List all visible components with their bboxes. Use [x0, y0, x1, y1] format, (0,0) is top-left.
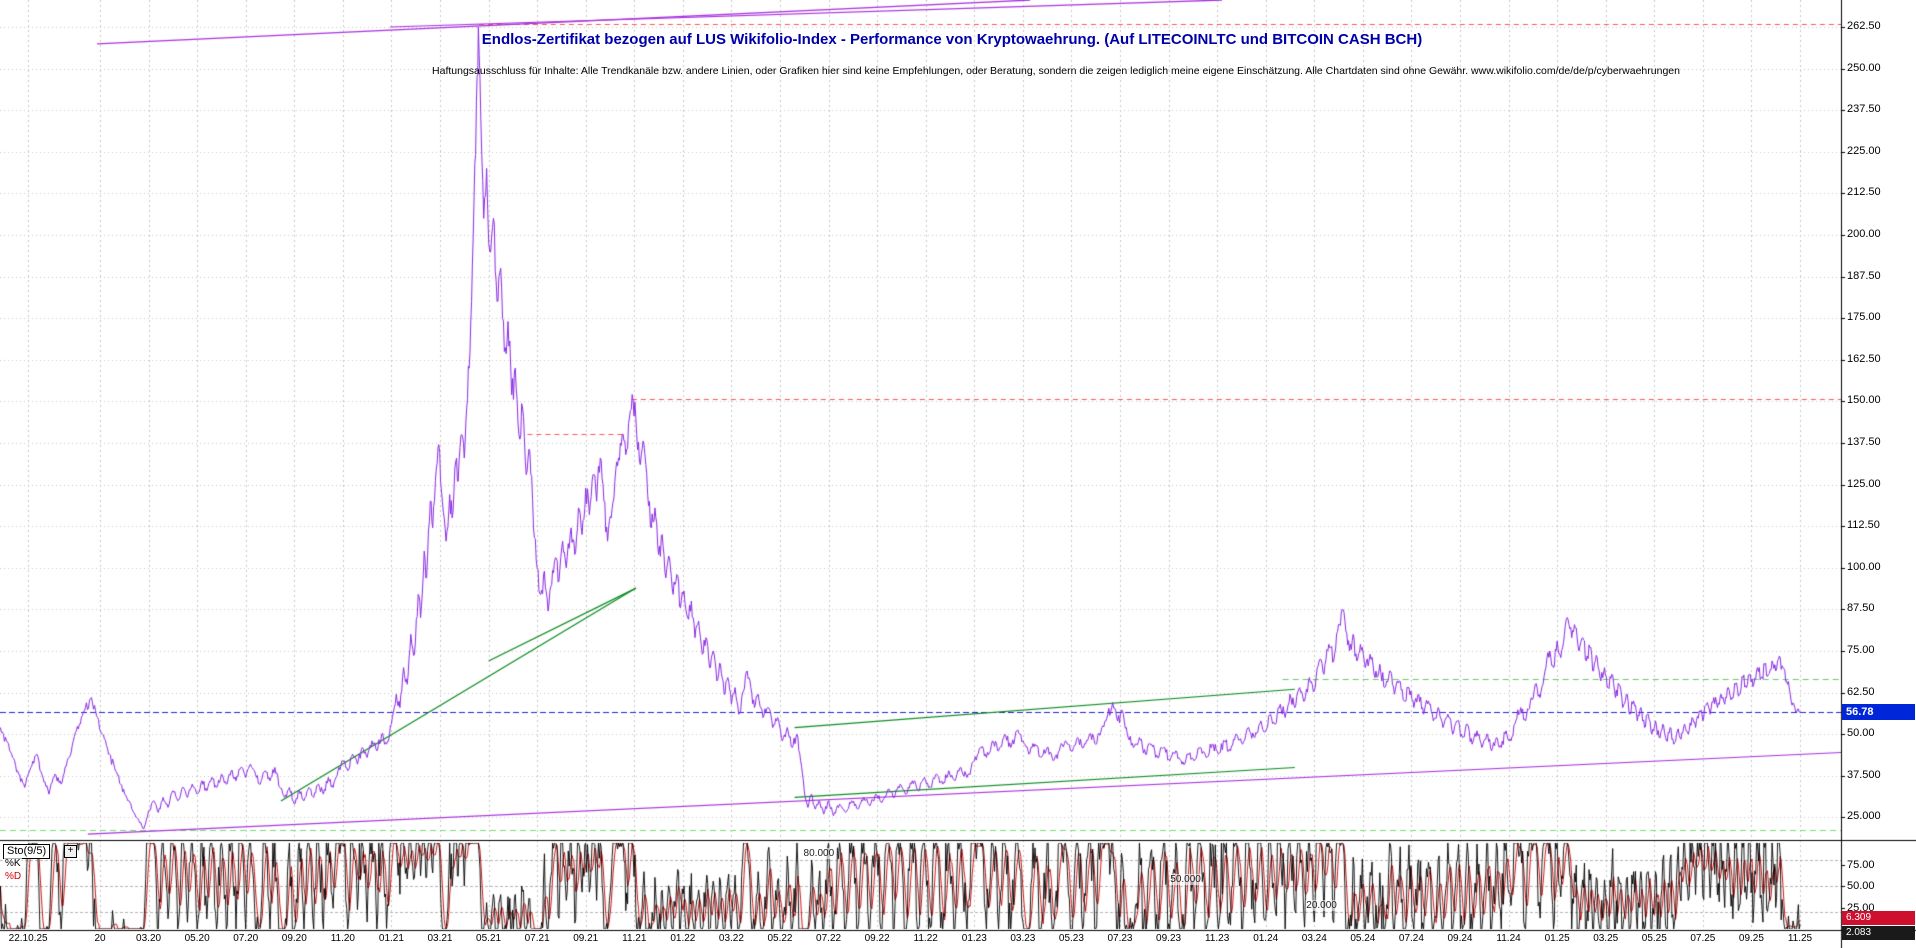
stochastic-d-label: %D [4, 871, 23, 882]
time-axis-label: 20 [94, 933, 106, 944]
time-axis-label: 05.25 [1641, 933, 1667, 944]
price-axis-tick: 25.000 [1847, 810, 1881, 823]
price-axis-tick: 175.00 [1847, 311, 1881, 324]
price-axis-tick: 225.00 [1847, 144, 1881, 157]
time-axis-label: 11.22 [913, 933, 938, 944]
last-price-badge: 56.78 [1842, 703, 1915, 720]
time-axis-label: 03.24 [1301, 933, 1327, 944]
time-axis-label: 03.25 [1593, 933, 1619, 944]
time-axis-label: 07.20 [233, 933, 259, 944]
price-axis-tick: 237.50 [1847, 103, 1881, 116]
time-axis-label: 03.22 [718, 933, 744, 944]
price-axis-tick: 112.50 [1847, 519, 1880, 532]
price-axis-tick: 150.00 [1847, 394, 1881, 407]
time-axis-label: 07.22 [816, 933, 842, 944]
time-axis-label: 11.20 [330, 933, 355, 944]
time-axis-label: 11.25 [1787, 933, 1813, 944]
time-axis-label: 05.24 [1350, 933, 1376, 944]
price-axis-tick: 100.00 [1847, 560, 1881, 573]
time-axis-label: 11.24 [1496, 933, 1521, 944]
time-axis-label: 05.20 [184, 933, 210, 944]
time-axis-label: 03.23 [1010, 933, 1036, 944]
price-axis-tick: 75.00 [1847, 644, 1875, 656]
price-axis-tick: 125.00 [1847, 477, 1881, 490]
price-axis-tick: 250.00 [1847, 61, 1881, 74]
time-axis-label: 09.22 [864, 933, 890, 944]
time-axis-label: 11.23 [1204, 933, 1230, 944]
stochastic-axis-tick: 25.00 [1847, 901, 1875, 914]
time-axis-label: 01.21 [378, 933, 404, 944]
price-axis-tick: 137.50 [1847, 436, 1881, 448]
time-axis-label: 22.10.25 [8, 933, 48, 944]
time-axis-label: 03.21 [427, 933, 453, 944]
chart-disclaimer: Haftungsausschluss für Inhalte: Alle Tre… [432, 65, 1680, 77]
stochastic-level-label: 80.000 [802, 848, 836, 860]
time-axis-label: 07.21 [524, 933, 550, 944]
time-axis-label: 05.22 [767, 933, 793, 944]
stochastic-axis-tick: 75.00 [1847, 858, 1875, 871]
time-axis-label: 01.25 [1544, 933, 1570, 944]
time-axis-label: 03.20 [136, 933, 162, 944]
time-axis-label: 07.23 [1107, 933, 1133, 944]
plus-icon[interactable]: + [64, 845, 77, 858]
stochastic-level-label: 20.000 [1305, 899, 1338, 911]
price-axis-tick: 87.50 [1847, 602, 1875, 615]
time-axis-label: 01.23 [961, 933, 987, 944]
time-axis-label: 09.20 [281, 933, 307, 944]
price-axis-tick: 37.500 [1847, 768, 1881, 781]
stochastic-indicator-label: Sto(9/5) [3, 844, 51, 859]
time-axis-label: 07.24 [1398, 933, 1424, 944]
stochastic-k-badge: 2.083 [1842, 926, 1915, 940]
time-axis-label: 07.25 [1690, 933, 1716, 944]
chart-title: Endlos-Zertifikat bezogen auf LUS Wikifo… [481, 31, 1423, 48]
price-axis-tick: 200.00 [1847, 228, 1881, 240]
time-axis-label: 01.22 [670, 933, 696, 944]
stochastic-level-label: 50.000 [1169, 874, 1202, 885]
time-axis-label: 09.21 [573, 933, 599, 944]
time-axis-label: 09.24 [1447, 933, 1473, 944]
time-axis-label: 05.23 [1058, 933, 1084, 944]
price-axis-tick: 62.50 [1847, 685, 1875, 698]
stochastic-axis-tick: 50.00 [1847, 880, 1875, 892]
stochastic-k-label: %K [4, 858, 22, 869]
time-axis-label: 01.24 [1253, 933, 1279, 944]
price-axis-tick: 162.50 [1847, 352, 1881, 365]
price-axis-tick: 187.50 [1847, 269, 1881, 282]
time-axis-label: 09.25 [1738, 933, 1764, 944]
stochastic-d-badge: 6.309 [1842, 911, 1915, 925]
price-axis-tick: 262.50 [1847, 20, 1881, 32]
price-axis-tick: 212.50 [1847, 186, 1881, 199]
time-axis-label: 05.21 [476, 933, 502, 944]
time-axis-label: 09.23 [1156, 933, 1182, 944]
time-axis-label: 11.21 [622, 933, 647, 944]
price-axis-tick: 50.00 [1847, 727, 1875, 740]
